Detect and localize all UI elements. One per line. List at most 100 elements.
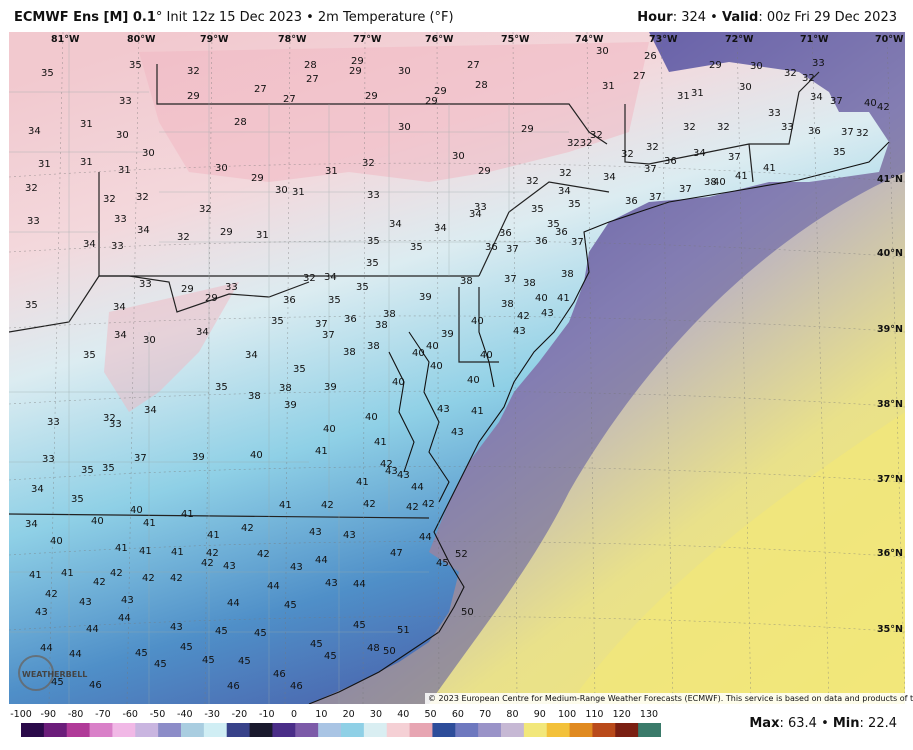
temperature-label: 42 xyxy=(877,102,890,113)
temperature-label: 30 xyxy=(739,82,752,93)
colorbar-swatch xyxy=(455,723,479,737)
temperature-label: 41 xyxy=(557,293,570,304)
temperature-label: 38 xyxy=(248,391,261,402)
temperature-label: 42 xyxy=(206,548,219,559)
temperature-label: 37 xyxy=(679,184,692,195)
temperature-label: 32 xyxy=(590,130,603,141)
temperature-label: 41 xyxy=(471,406,484,417)
temperature-label: 40 xyxy=(50,536,63,547)
temperature-label: 38 xyxy=(375,320,388,331)
longitude-label: 71°W xyxy=(800,34,829,45)
temperature-label: 31 xyxy=(691,88,704,99)
temperature-label: 35 xyxy=(71,494,84,505)
temperature-label: 37 xyxy=(504,274,517,285)
temperature-label: 44 xyxy=(411,482,424,493)
temperature-label: 40 xyxy=(430,361,443,372)
temperature-label: 48 xyxy=(367,643,380,654)
temperature-label: 35 xyxy=(410,242,423,253)
temperature-label: 38 xyxy=(561,269,574,280)
temperature-label: 41 xyxy=(171,547,184,558)
temperature-label: 28 xyxy=(475,80,488,91)
temperature-label: 42 xyxy=(170,573,183,584)
colorbar-tick-label: -20 xyxy=(231,709,248,720)
latitude-label: 41°N xyxy=(877,174,903,185)
temperature-label: 43 xyxy=(121,595,134,606)
temperature-label: 35 xyxy=(293,364,306,375)
temperature-label: 36 xyxy=(283,295,296,306)
temperature-label: 38 xyxy=(383,309,396,320)
temperature-label: 42 xyxy=(257,549,270,560)
temperature-label: 29 xyxy=(365,91,378,102)
temperature-label: 44 xyxy=(419,532,432,543)
temperature-label: 42 xyxy=(93,577,106,588)
temperature-label: 37 xyxy=(315,319,328,330)
temperature-map[interactable]: 35 35 32 33 29 27 28 27 27 29 29 30 29 29 29 27 28 30 26 27… xyxy=(9,32,905,704)
temperature-label: 38 xyxy=(460,276,473,287)
temperature-label: 41 xyxy=(115,543,128,554)
colorbar-swatch xyxy=(112,723,136,737)
temperature-label: 34 xyxy=(113,302,126,313)
temperature-label: 33 xyxy=(781,122,794,133)
temperature-label: 37 xyxy=(506,244,519,255)
temperature-label: 42 xyxy=(422,499,435,510)
longitude-label: 81°W xyxy=(51,34,80,45)
temperature-label: 36 xyxy=(625,196,638,207)
temperature-label: 38 xyxy=(523,278,536,289)
temperature-label: 34 xyxy=(25,519,38,530)
temperature-label: 33 xyxy=(27,216,40,227)
temperature-label: 43 xyxy=(541,308,554,319)
temperature-label: 36 xyxy=(664,156,677,167)
temperature-label: 29 xyxy=(251,173,264,184)
temperature-label: 41 xyxy=(374,437,387,448)
temperature-label: 34 xyxy=(137,225,150,236)
temperature-label: 37 xyxy=(322,330,335,341)
colorbar-swatch xyxy=(363,723,388,737)
latitude-label: 39°N xyxy=(877,324,903,335)
longitude-label: 76°W xyxy=(425,34,454,45)
temperature-label: 39 xyxy=(324,382,337,393)
colorbar-swatch xyxy=(341,723,365,737)
temperature-label: 47 xyxy=(390,548,403,559)
colorbar-swatch xyxy=(21,723,45,737)
temperature-label: 50 xyxy=(383,646,396,657)
temperature-label: 46 xyxy=(227,681,240,692)
temperature-label: 30 xyxy=(143,335,156,346)
temperature-label: 34 xyxy=(469,209,482,220)
temperature-label: 34 xyxy=(31,484,44,495)
colorbar-tick-label: -80 xyxy=(67,709,84,720)
temperature-label: 41 xyxy=(181,509,194,520)
colorbar-swatch xyxy=(249,723,273,737)
temperature-label: 34 xyxy=(245,350,258,361)
temperature-label: 34 xyxy=(389,219,402,230)
colorbar-tick-label: 20 xyxy=(342,709,355,720)
temperature-label: 27 xyxy=(254,84,267,95)
map-title: ECMWF Ens [M] 0.1° Init 12z 15 Dec 2023 … xyxy=(14,10,454,25)
temperature-label: 34 xyxy=(603,172,616,183)
max-value: : 63.4 • xyxy=(779,716,833,731)
temperature-label: 44 xyxy=(118,613,131,624)
temperature-label: 30 xyxy=(398,66,411,77)
temperature-label: 45 xyxy=(51,677,64,688)
colorbar-swatch xyxy=(272,723,296,737)
deep-blue-band xyxy=(309,32,905,704)
temperature-label: 41 xyxy=(143,518,156,529)
temperature-label: 36 xyxy=(808,126,821,137)
temperature-label: 31 xyxy=(80,157,93,168)
weatherbell-logo: WEATHERBELL xyxy=(16,654,94,692)
colorbar-ticks: -100 -90 -80 -70 -60 -50 -40 -30 -20 -10 0 10 20 30 40… xyxy=(9,707,669,721)
longitude-label: 77°W xyxy=(353,34,382,45)
temperature-label: 43 xyxy=(385,466,398,477)
temperature-label: 34 xyxy=(144,405,157,416)
temperature-label: 39 xyxy=(419,292,432,303)
model-name: ECMWF Ens [M] 0.1 xyxy=(14,10,156,25)
hour-value: : 324 • xyxy=(672,10,722,25)
temperature-label: 35 xyxy=(83,350,96,361)
temperature-label: 35 xyxy=(41,68,54,79)
temperature-label: 31 xyxy=(80,119,93,130)
temperature-label: 38 xyxy=(279,383,292,394)
temperature-label: 44 xyxy=(353,579,366,590)
temperature-label: 36 xyxy=(555,227,568,238)
temperature-label: 45 xyxy=(180,642,193,653)
latitude-labels: 41°N 40°N 39°N 38°N 37°N 36°N 35°N xyxy=(877,174,903,635)
temperature-label: 29 xyxy=(425,96,438,107)
